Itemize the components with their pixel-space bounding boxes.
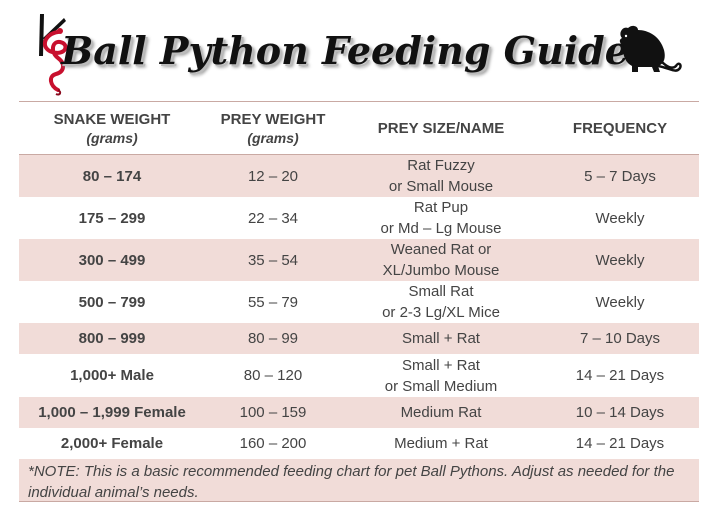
- page-header: Ball Python Feeding Guide: [0, 0, 717, 100]
- table-row: 300 – 499 35 – 54 Weaned Rat or XL/Jumbo …: [19, 239, 699, 281]
- footnote: *NOTE: This is a basic recommended feedi…: [19, 459, 699, 501]
- table-row: 800 – 999 80 – 99 Small + Rat 7 – 10 Day…: [19, 323, 699, 354]
- rat-silhouette-icon: [619, 25, 682, 72]
- col-frequency: FREQUENCY: [572, 119, 668, 137]
- table-row: 1,000 – 1,999 Female 100 – 159 Medium Ra…: [19, 397, 699, 428]
- snake-logo-icon: [39, 14, 68, 96]
- table-header: SNAKE WEIGHT (grams) PREY WEIGHT (grams)…: [19, 102, 699, 154]
- table-row: 500 – 799 55 – 79 Small Rat or 2-3 Lg/XL …: [78, 283, 645, 321]
- col-prey-size: PREY SIZE/NAME: [377, 119, 505, 137]
- header-divider: [19, 154, 699, 155]
- table-row: 80 – 174 12 – 20 Rat Fuzzy or Small Mouse…: [19, 155, 699, 197]
- col-snake-weight: SNAKE WEIGHT (grams): [53, 110, 171, 146]
- bottom-divider: [19, 501, 699, 502]
- table-row: 2,000+ Female 160 – 200 Medium + Rat 14 …: [60, 435, 665, 452]
- page-title: Ball Python Feeding Guide: [61, 27, 629, 73]
- table-row: 175 – 299 22 – 34 Rat Pup or Md – Lg Mous…: [78, 199, 645, 237]
- table-row: 1,000+ Male 80 – 120 Small + Rat or Small…: [70, 356, 665, 395]
- footnote-text: *NOTE: This is a basic recommended feedi…: [28, 463, 675, 501]
- col-prey-weight: PREY WEIGHT (grams): [220, 110, 326, 146]
- top-divider: [19, 101, 699, 102]
